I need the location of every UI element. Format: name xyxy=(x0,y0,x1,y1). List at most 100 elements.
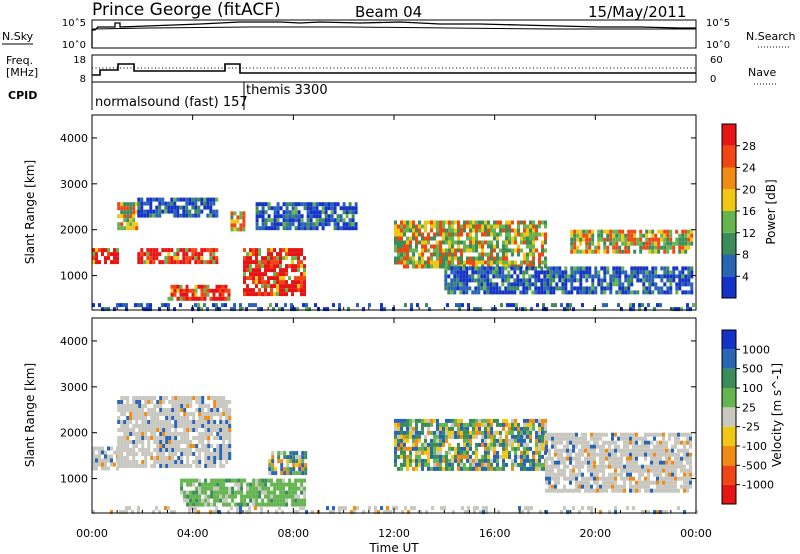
heatmap-cell xyxy=(249,256,252,261)
heatmap-cell xyxy=(246,260,249,265)
heatmap-cell xyxy=(397,422,400,427)
heatmap-cell xyxy=(511,260,514,265)
heatmap-cell xyxy=(593,444,596,449)
heatmap-cell xyxy=(606,249,610,254)
heatmap-cell xyxy=(626,436,629,441)
heatmap-cell xyxy=(510,290,514,295)
heatmap-cell xyxy=(462,266,466,271)
heatmap-cell xyxy=(498,266,502,271)
heatmap-cell xyxy=(462,278,466,283)
heatmap-cell xyxy=(120,226,124,231)
heatmap-cell xyxy=(618,282,622,287)
heatmap-cell xyxy=(206,197,210,202)
heatmap-cell xyxy=(285,268,288,273)
heatmap-cell xyxy=(288,482,292,487)
heatmap-cell xyxy=(639,233,643,238)
heatmap-cell xyxy=(285,202,289,207)
heatmap-cell xyxy=(489,266,493,271)
heatmap-cell xyxy=(541,248,544,253)
heatmap-cell xyxy=(216,428,220,432)
heatmap-cell xyxy=(153,428,157,432)
heatmap-cell xyxy=(174,464,178,468)
heatmap-cell xyxy=(225,412,229,416)
heatmap-cell xyxy=(273,502,277,507)
heatmap-cell xyxy=(170,248,174,253)
heatmap-cell xyxy=(285,226,289,231)
heatmap-cell xyxy=(195,490,199,495)
heatmap-cell xyxy=(630,266,634,271)
heatmap-cell xyxy=(526,466,529,471)
heatmap-cell xyxy=(450,282,454,287)
heatmap-cell xyxy=(194,248,198,253)
heatmap-cell xyxy=(213,482,217,487)
heatmap-cell xyxy=(180,436,184,440)
heatmap-cell xyxy=(609,286,613,291)
heatmap-cell xyxy=(626,468,629,473)
heatmap-cell xyxy=(222,452,226,456)
heatmap-cell xyxy=(472,430,475,435)
heatmap-cell xyxy=(186,452,190,456)
heatmap-cell xyxy=(415,264,418,269)
heatmap-cell xyxy=(539,510,542,515)
heatmap-cell xyxy=(203,288,207,293)
heatmap-cell xyxy=(257,307,260,312)
heatmap-cell xyxy=(297,276,300,281)
heatmap-cell xyxy=(215,296,219,301)
heatmap-cell xyxy=(650,432,653,437)
heatmap-cell xyxy=(246,482,250,487)
heatmap-cell xyxy=(418,434,421,439)
heatmap-cell xyxy=(141,428,145,432)
colorbar-segment xyxy=(722,124,736,146)
heatmap-cell xyxy=(520,426,523,431)
heatmap-cell xyxy=(298,455,302,460)
heatmap-cell xyxy=(397,430,400,435)
heatmap-cell xyxy=(209,288,213,293)
heatmap-cell xyxy=(430,244,433,249)
heatmap-cell xyxy=(529,228,532,233)
heatmap-cell xyxy=(523,462,526,467)
colorbar-segment xyxy=(722,145,736,168)
heatmap-cell xyxy=(686,468,689,473)
heatmap-cell xyxy=(686,472,689,477)
heatmap-cell xyxy=(213,486,217,491)
heatmap-cell xyxy=(633,241,637,246)
heatmap-cell xyxy=(684,290,688,295)
heatmap-cell xyxy=(252,268,255,273)
heatmap-cell xyxy=(215,510,218,515)
heatmap-cell xyxy=(243,272,246,277)
heatmap-cell xyxy=(445,466,448,471)
heatmap-cell xyxy=(312,206,316,211)
heatmap-cell xyxy=(523,458,526,463)
heatmap-cell xyxy=(686,448,689,453)
heatmap-cell xyxy=(189,478,193,483)
heatmap-cell xyxy=(138,412,142,416)
heatmap-cell xyxy=(663,245,667,250)
heatmap-cell xyxy=(572,506,575,511)
heatmap-cell xyxy=(424,244,427,249)
heatmap-cell xyxy=(656,432,659,437)
heatmap-cell xyxy=(418,454,421,459)
heatmap-cell xyxy=(156,436,160,440)
heatmap-cell xyxy=(424,422,427,427)
heatmap-cell xyxy=(297,280,300,285)
heatmap-cell xyxy=(141,396,145,400)
heatmap-cell xyxy=(95,466,98,471)
heatmap-cell xyxy=(675,229,679,234)
heatmap-cell xyxy=(336,222,340,227)
heatmap-cell xyxy=(394,220,397,225)
heatmap-cell xyxy=(216,452,220,456)
heatmap-cell xyxy=(621,266,625,271)
heatmap-cell xyxy=(532,248,535,253)
heatmap-cell xyxy=(505,236,508,241)
heatmap-cell xyxy=(552,274,556,279)
heatmap-cell xyxy=(635,444,638,449)
heatmap-cell xyxy=(237,478,241,483)
heatmap-cell xyxy=(165,428,169,432)
heatmap-cell xyxy=(554,436,557,441)
heatmap-cell xyxy=(669,237,673,242)
heatmap-cell xyxy=(442,434,445,439)
heatmap-cell xyxy=(273,226,277,231)
heatmap-cell xyxy=(176,213,180,218)
heatmap-cell xyxy=(680,432,683,437)
heatmap-cell xyxy=(270,502,274,507)
